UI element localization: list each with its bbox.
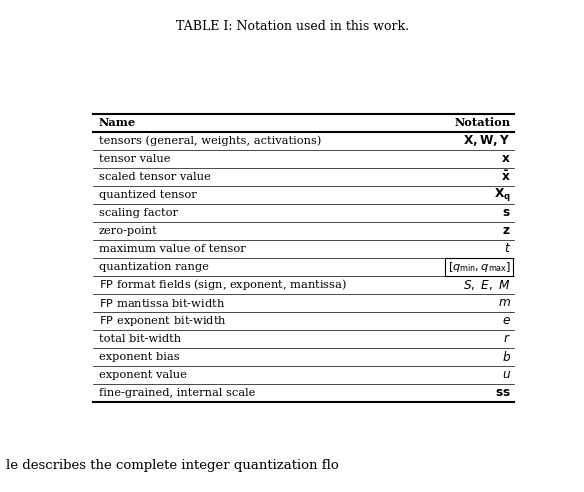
Text: tensor value: tensor value <box>99 154 171 164</box>
Text: scaled tensor value: scaled tensor value <box>99 172 211 182</box>
Text: TABLE I: Notation used in this work.: TABLE I: Notation used in this work. <box>176 20 408 32</box>
Text: exponent bias: exponent bias <box>99 352 179 362</box>
Text: $\mathbf{\bar{x}}$: $\mathbf{\bar{x}}$ <box>501 170 510 184</box>
Text: $\mathtt{FP}$ exponent bit-width: $\mathtt{FP}$ exponent bit-width <box>99 314 227 328</box>
Text: $\mathbf{z}$: $\mathbf{z}$ <box>502 224 510 238</box>
Text: fine-grained, internal scale: fine-grained, internal scale <box>99 388 255 398</box>
Text: maximum value of tensor: maximum value of tensor <box>99 244 245 254</box>
Text: exponent value: exponent value <box>99 370 187 380</box>
Text: $e$: $e$ <box>502 314 510 327</box>
Text: Name: Name <box>99 118 136 128</box>
Text: $b$: $b$ <box>502 350 510 364</box>
Text: scaling factor: scaling factor <box>99 208 178 218</box>
Text: $m$: $m$ <box>498 296 510 309</box>
Text: $\mathbf{ss}$: $\mathbf{ss}$ <box>495 386 510 400</box>
Text: $[q_{\min}, q_{\max}]$: $[q_{\min}, q_{\max}]$ <box>447 260 510 274</box>
Text: zero-point: zero-point <box>99 226 158 236</box>
Text: quantization range: quantization range <box>99 262 208 272</box>
Text: $t$: $t$ <box>503 243 510 255</box>
Text: $S,\ E,\ M$: $S,\ E,\ M$ <box>463 278 510 292</box>
Text: $r$: $r$ <box>503 333 510 345</box>
Text: $u$: $u$ <box>502 369 510 381</box>
Text: quantized tensor: quantized tensor <box>99 190 197 200</box>
Text: $\mathbf{X_q}$: $\mathbf{X_q}$ <box>494 186 510 204</box>
Text: $\mathbf{x}$: $\mathbf{x}$ <box>501 153 510 165</box>
Text: tensors (general, weights, activations): tensors (general, weights, activations) <box>99 136 321 146</box>
Text: $\mathbf{X, W, Y}$: $\mathbf{X, W, Y}$ <box>463 133 510 149</box>
Text: $\mathbf{s}$: $\mathbf{s}$ <box>502 207 510 219</box>
Text: le describes the complete integer quantization flo: le describes the complete integer quanti… <box>6 460 339 472</box>
Text: $\mathtt{FP}$ mantissa bit-width: $\mathtt{FP}$ mantissa bit-width <box>99 297 225 309</box>
Text: Notation: Notation <box>454 118 510 128</box>
Text: total bit-width: total bit-width <box>99 334 181 344</box>
Text: $\mathtt{FP}$ format fields (sign, exponent, mantissa): $\mathtt{FP}$ format fields (sign, expon… <box>99 277 347 292</box>
